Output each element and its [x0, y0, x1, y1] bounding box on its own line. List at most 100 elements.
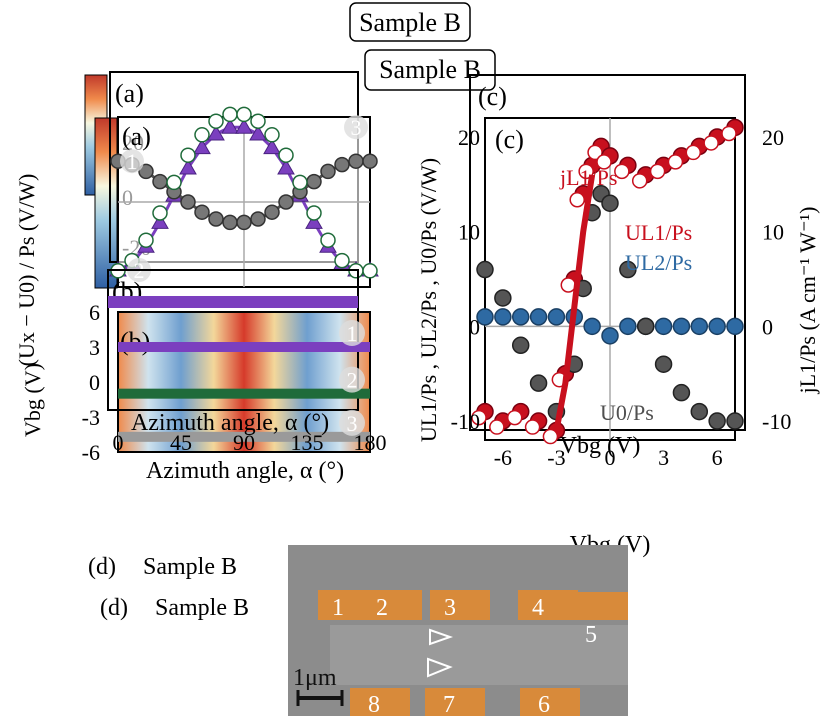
- panel-a-point-3: [138, 163, 154, 180]
- panel-a-point-1: [207, 124, 225, 141]
- electrode-label-top-4: 4: [532, 595, 544, 621]
- panel-d-sample: Sample B: [155, 595, 249, 621]
- panel-c-ytick-2: 0: [469, 314, 480, 339]
- panel-c-xtick-4: 6: [712, 445, 723, 470]
- electrode-label-top-3: 3: [444, 595, 456, 621]
- panel-a-point-2: [306, 205, 322, 221]
- panel-ab-xlabel-back: Azimuth angle, α (°): [131, 410, 329, 436]
- panel-a-point-2: [236, 106, 252, 123]
- panel-c-ytick-1: 10: [458, 220, 480, 245]
- panel-c-point-2: [726, 412, 744, 430]
- panel-c-point-2: [636, 317, 655, 336]
- panel-b-cut-badge-3: [339, 409, 365, 436]
- panel-c-open-point: [471, 409, 487, 426]
- label-jl1: jL1/Ps: [559, 165, 617, 190]
- panel-a-point-3: [236, 214, 252, 231]
- panel-b-cut-back: [108, 296, 358, 308]
- sample-title-top: Sample B: [349, 2, 471, 42]
- panel-ab-xlabel: Azimuth angle, α (°): [146, 458, 344, 484]
- panel-c-xtick-3: 3: [658, 445, 669, 470]
- electrode-label-right: 5: [585, 622, 597, 648]
- panel-a-point-2: [320, 232, 336, 248]
- panel-a-point-3: [208, 211, 224, 227]
- panel-b-ytick-2: 0: [89, 370, 100, 395]
- panel-b-ylabel: Vbg (V): [20, 363, 45, 437]
- panel-c-ytick-right-1: 10: [762, 220, 784, 245]
- panel-ab-xtick-1: 45: [170, 430, 192, 455]
- panel-b-cut-3: [118, 431, 370, 442]
- label-ul2: UL2/Ps: [625, 250, 692, 275]
- label-ul1: UL1/Ps: [625, 220, 692, 245]
- panel-c-point-2: [654, 355, 673, 373]
- panel-a-point-3: [362, 153, 378, 169]
- panel-b-ytick-1: 3: [89, 335, 100, 360]
- panel-c-open-point: [542, 428, 559, 445]
- panel-c-point-2: [672, 383, 691, 402]
- panel-c-xlabel-back: Vbg (V): [560, 433, 641, 459]
- panel-c-ytick-0: 20: [458, 125, 480, 150]
- panel-ab-xtick-2: 90: [233, 430, 255, 455]
- sample-title-mid: Sample B: [364, 49, 496, 91]
- panel-c-xtick-0: -6: [494, 445, 512, 470]
- panel-a-point-1: [249, 124, 267, 141]
- panel-ab-xtick-3: 135: [291, 430, 324, 455]
- panel-c-label-back: (c): [478, 82, 507, 111]
- panel-c-point-2: [494, 289, 512, 307]
- panel-c-point-1: [726, 317, 744, 336]
- triangle-marker-2: [427, 657, 453, 678]
- panel-c-open-point: [614, 163, 630, 180]
- panel-a-point-1: [151, 213, 169, 229]
- panel-c-open-point: [685, 144, 702, 161]
- scale-bar-label: 1μm: [293, 665, 337, 691]
- panel-c-line-jl1: [553, 174, 596, 432]
- panel-a-point-1: [193, 138, 211, 155]
- sample-title-top-text: Sample B: [359, 8, 461, 37]
- electrode-bottom-6: [520, 688, 580, 716]
- panel-c-open-point: [569, 192, 585, 208]
- panel-a-point-3: [306, 173, 322, 190]
- electrode-label-bottom-6: 6: [538, 692, 550, 716]
- panel-a-ylabel: (Ux − U0) / Ps (V/W): [14, 174, 39, 367]
- panel-b-cut-label-3: 3: [347, 411, 358, 436]
- panel-a-curve-label-l1: 1: [127, 149, 138, 174]
- panel-a-point-2: [222, 106, 238, 123]
- panel-c-point-1: [654, 317, 673, 336]
- panel-c-ytick-3: -10: [451, 409, 480, 434]
- electrode-label-top-2: 2: [376, 595, 388, 621]
- panel-a-curve-label-l3: 3: [351, 115, 362, 140]
- electrode-label-top-1: 1: [332, 595, 344, 621]
- electrode-top-2: [362, 590, 422, 620]
- panel-a-point-2: [362, 263, 378, 279]
- panel-c-ylabel-right: jL1/Ps (A cm⁻¹ W⁻¹): [795, 207, 820, 395]
- panel-c-point-2: [619, 260, 637, 279]
- panel-c-point-1: [476, 308, 494, 326]
- panel-b-cut-badge-1: [339, 320, 365, 346]
- panel-b-cut-label-2: 2: [347, 368, 358, 393]
- panel-a-point-2: [264, 127, 280, 143]
- sample-title-mid-text: Sample B: [379, 55, 481, 84]
- panel-c-frame-back: [469, 74, 746, 431]
- panel-c-open-point: [667, 154, 684, 170]
- panel-a-point-2: [180, 147, 196, 163]
- panel-c-open-point: [721, 125, 737, 142]
- panel-a-point-1: [263, 138, 281, 155]
- panel-c-point-1: [529, 308, 548, 326]
- panel-b-cut-2: [118, 388, 370, 399]
- panel-b-ytick-3: -3: [82, 405, 100, 430]
- panel-c-open-point: [560, 277, 577, 293]
- panel-c-point-1: [708, 317, 726, 336]
- panel-a-point-1: [221, 118, 239, 134]
- electrode-bottom-7: [425, 688, 485, 716]
- panel-c-point-1: [690, 317, 709, 336]
- panel-a-point-3: [222, 214, 238, 231]
- panel-a-point-1: [277, 158, 295, 175]
- panel-a-point-2: [250, 113, 266, 129]
- panel-a-point-3: [320, 163, 336, 180]
- panel-c-label: (c): [495, 125, 524, 154]
- panel-a-label-back: (a): [115, 79, 144, 108]
- panel-b-cut-badge-2: [339, 366, 365, 393]
- panel-c-open-point: [506, 409, 523, 426]
- panel-c-xtick-2: 0: [605, 445, 616, 470]
- panel-d-label-back: (d): [88, 554, 116, 580]
- panel-a-point-2: [208, 113, 224, 129]
